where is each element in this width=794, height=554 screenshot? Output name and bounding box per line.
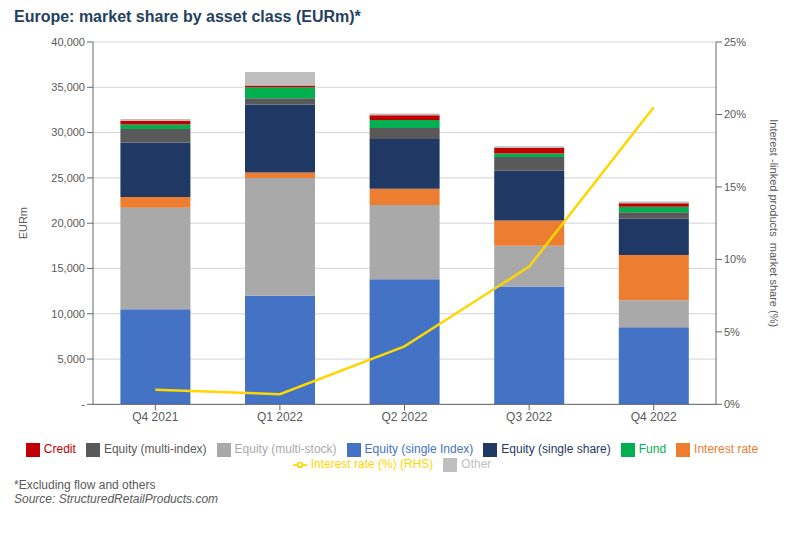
html-text:Equity (multi-index): Equity (multi-index) [103, 442, 207, 457]
html-text:Europe: market share by asset: Europe: market share by asset class (EUR… [14, 8, 361, 25]
html-text:*Excluding flow and others: *Excluding flow and others [14, 478, 156, 492]
html-text:Equity (single Index): Equity (single Index) [364, 442, 474, 457]
svg-text:Q1 2022: Q1 2022 [257, 410, 303, 424]
html-text:Equity (single share): Equity (single share) [501, 442, 611, 457]
html-text:Fund: Fund [638, 442, 667, 457]
svg-text:20,000: 20,000 [51, 217, 85, 229]
svg-text:Q2 2022: Q2 2022 [381, 410, 427, 424]
html-text:Equity (multi-stock): Equity (multi-stock) [234, 442, 337, 457]
svg-text:Q4 2021: Q4 2021 [132, 410, 178, 424]
svg-text:40,000: 40,000 [51, 36, 85, 48]
svg-text:Q3 2022: Q3 2022 [506, 410, 552, 424]
svg-text:-: - [81, 398, 85, 410]
svg-text:5%: 5% [724, 326, 740, 338]
svg-text:15%: 15% [724, 181, 746, 193]
svg-text:25%: 25% [724, 36, 746, 48]
svg-text:10%: 10% [724, 253, 746, 265]
svg-text:25,000: 25,000 [51, 172, 85, 184]
svg-text:35,000: 35,000 [51, 81, 85, 93]
svg-text:0%: 0% [724, 398, 740, 410]
svg-text:EURm: EURm [17, 207, 29, 239]
html-text:Other: Other [461, 457, 492, 472]
html-text:Interest rate (%) (RHS): Interest rate (%) (RHS) [310, 457, 434, 472]
svg-text:5,000: 5,000 [57, 353, 85, 365]
svg-text:Q4 2022: Q4 2022 [631, 410, 677, 424]
svg-text:Interest -linked products mar: Interest -linked products market share (… [768, 119, 780, 327]
html-text:Source: StructuredRetailProduc: Source: StructuredRetailProducts.com [14, 492, 219, 506]
html-text:Credit: Credit [43, 442, 76, 457]
svg-text:15,000: 15,000 [51, 262, 85, 274]
svg-text:20%: 20% [724, 108, 746, 120]
svg-text:10,000: 10,000 [51, 308, 85, 320]
svg-text:30,000: 30,000 [51, 126, 85, 138]
html-text:Interest rate: Interest rate [694, 442, 759, 457]
